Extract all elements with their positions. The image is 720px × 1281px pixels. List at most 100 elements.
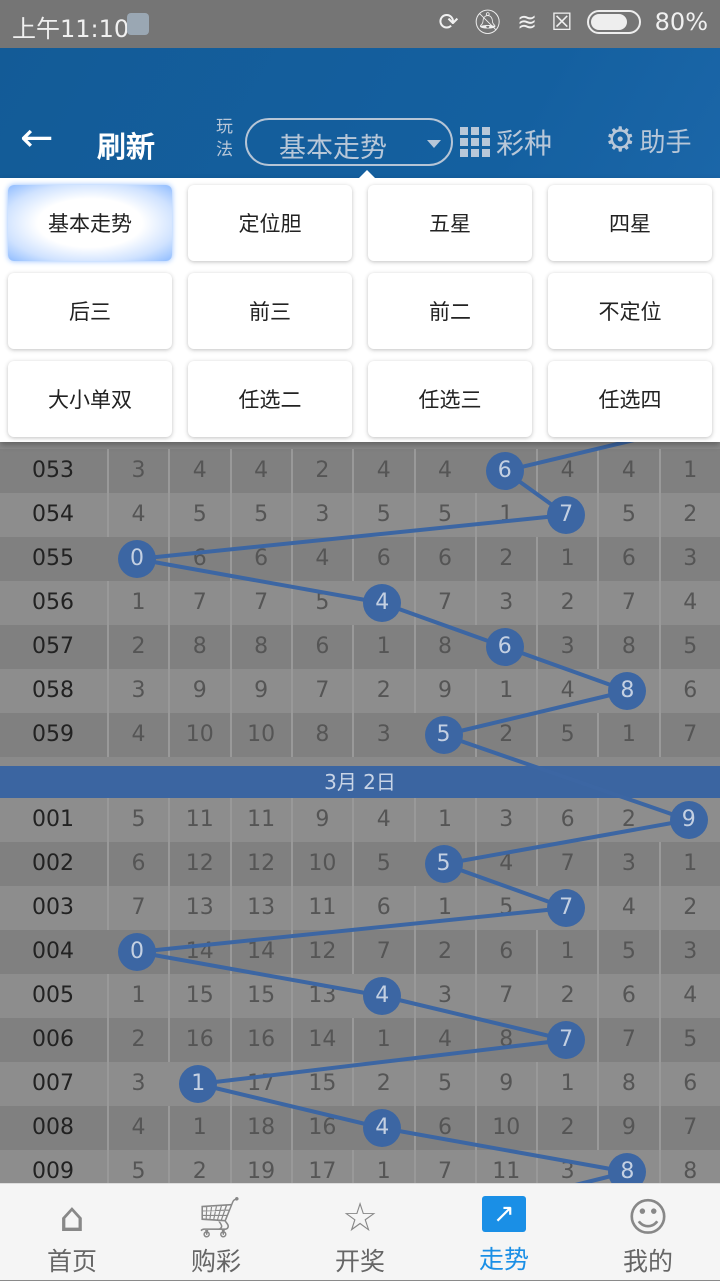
miss-count: 8	[597, 1062, 658, 1106]
miss-count: 8	[290, 713, 352, 757]
miss-count: 15	[229, 974, 291, 1018]
table-row: 006 2 16 16 14 1 4 8 7 5	[0, 1018, 720, 1062]
winning-digit-ball: 4	[363, 977, 402, 1015]
issue-number: 006	[32, 1027, 74, 1052]
nav-item[interactable]: 🛒︎ 购彩	[144, 1184, 288, 1281]
play-option[interactable]: 基本走势	[8, 185, 172, 261]
miss-count: 11	[290, 886, 352, 930]
miss-count: 7	[658, 1106, 720, 1150]
nav-item[interactable]: ☺ 我的	[576, 1184, 720, 1281]
miss-count: 7	[597, 581, 658, 625]
play-option[interactable]: 任选二	[188, 361, 352, 437]
winning-digit-ball: 4	[363, 1109, 402, 1147]
miss-count: 7	[658, 713, 720, 757]
miss-count: 2	[290, 449, 352, 493]
miss-count: 2	[107, 625, 168, 669]
miss-count: 6	[413, 1106, 475, 1150]
miss-count: 2	[413, 930, 475, 974]
table-row: 005 1 15 15 13 3 7 2 6 4	[0, 974, 720, 1018]
play-option[interactable]: 五星	[368, 185, 532, 261]
miss-count: 4	[352, 449, 413, 493]
sim-off-icon: ☒	[551, 8, 573, 36]
miss-count: 1	[597, 713, 658, 757]
arrow-left-icon[interactable]: ←	[20, 115, 54, 161]
miss-count: 1	[413, 886, 475, 930]
battery-percent: 80%	[654, 8, 708, 36]
nav-item[interactable]: ⌂ 首页	[0, 1184, 144, 1281]
trend-segment	[197, 1082, 383, 1130]
trend-segment	[136, 513, 567, 561]
miss-count: 4	[658, 974, 720, 1018]
trend-segment	[504, 645, 629, 693]
miss-count: 4	[474, 842, 536, 886]
miss-count: 4	[290, 537, 352, 581]
play-option[interactable]: 任选三	[368, 361, 532, 437]
helper-button[interactable]: ⚙ 助手	[605, 120, 692, 160]
miss-count: 7	[107, 886, 168, 930]
winning-digit-ball: 7	[547, 1021, 586, 1059]
trend-segment	[381, 601, 506, 649]
table-row: 053 3 4 4 2 4 4 4 4 1	[0, 449, 720, 493]
miss-count: 6	[658, 1062, 720, 1106]
miss-count: 16	[229, 1018, 291, 1062]
miss-count: 6	[352, 537, 413, 581]
play-option[interactable]: 不定位	[548, 273, 712, 349]
miss-count: 10	[168, 713, 229, 757]
lottery-type-button[interactable]: 彩种	[460, 122, 552, 162]
miss-count: 8	[597, 625, 658, 669]
miss-count: 4	[597, 886, 658, 930]
miss-count: 5	[536, 713, 597, 757]
issue-number: 005	[32, 983, 74, 1008]
miss-count: 8	[413, 625, 475, 669]
play-option[interactable]: 大小单双	[8, 361, 172, 437]
play-option[interactable]: 任选四	[548, 361, 712, 437]
nav-item[interactable]: ☆ 开奖	[288, 1184, 432, 1281]
miss-count: 10	[290, 842, 352, 886]
winning-digit-ball: 7	[547, 889, 586, 927]
miss-count: 5	[352, 842, 413, 886]
miss-count: 3	[107, 669, 168, 713]
miss-count: 9	[597, 1106, 658, 1150]
nav-item[interactable]: ↗ 走势	[432, 1184, 576, 1281]
table-row: 056 1 7 7 5 7 3 2 7 4	[0, 581, 720, 625]
bell-off-icon: 🔕︎	[472, 8, 504, 36]
miss-count: 9	[474, 1062, 536, 1106]
refresh-button[interactable]: 刷新	[97, 130, 156, 164]
miss-count: 3	[107, 1062, 168, 1106]
miss-count: 6	[229, 537, 291, 581]
miss-count: 2	[352, 669, 413, 713]
miss-count: 6	[597, 537, 658, 581]
miss-count: 2	[536, 1106, 597, 1150]
miss-count: 3	[658, 930, 720, 974]
miss-count: 7	[413, 1150, 475, 1194]
wifi-icon: ≋	[517, 8, 538, 36]
miss-count: 4	[107, 1106, 168, 1150]
play-option[interactable]: 前三	[188, 273, 352, 349]
play-option[interactable]: 四星	[548, 185, 712, 261]
miss-count: 2	[536, 974, 597, 1018]
play-select[interactable]: 基本走势	[245, 118, 453, 166]
miss-count: 4	[536, 449, 597, 493]
trend-chart-icon: ↗	[482, 1196, 526, 1232]
miss-count: 5	[413, 493, 475, 537]
issue-number: 008	[32, 1115, 74, 1140]
miss-count: 9	[413, 669, 475, 713]
miss-count: 16	[168, 1018, 229, 1062]
issue-number: 056	[32, 590, 74, 615]
miss-count: 3	[413, 974, 475, 1018]
nav-label: 走势	[478, 1245, 529, 1274]
table-row: 001 5 11 11 9 4 1 3 6 2	[0, 798, 720, 842]
miss-count: 1	[168, 1106, 229, 1150]
miss-count: 1	[474, 669, 536, 713]
miss-count: 3	[597, 842, 658, 886]
miss-count: 10	[474, 1106, 536, 1150]
play-option[interactable]: 前二	[368, 273, 532, 349]
play-option[interactable]: 后三	[8, 273, 172, 349]
play-option[interactable]: 定位胆	[188, 185, 352, 261]
miss-count: 10	[229, 713, 291, 757]
miss-count: 7	[413, 581, 475, 625]
miss-count: 7	[536, 842, 597, 886]
winning-digit-ball: 6	[485, 452, 524, 490]
miss-count: 17	[290, 1150, 352, 1194]
